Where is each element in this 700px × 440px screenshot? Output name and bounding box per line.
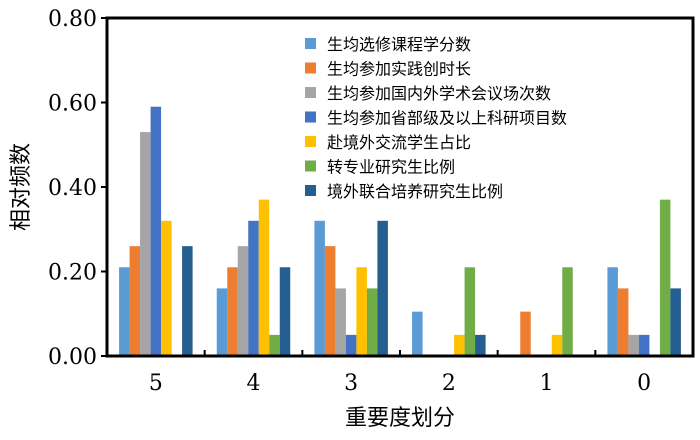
x-tick-label: 0 xyxy=(637,371,651,396)
legend-label: 境外联合培养研究生比例 xyxy=(327,182,503,201)
bar-3-series-6 xyxy=(366,288,378,356)
x-tick-label: 2 xyxy=(442,371,456,396)
bar-4-series-7 xyxy=(279,267,291,356)
legend-label: 赴境外交流学生占比 xyxy=(327,133,471,152)
bar-4-series-3 xyxy=(237,246,249,356)
bar-0-series-2 xyxy=(617,288,629,356)
x-tick-label: 3 xyxy=(344,371,358,396)
bar-5-series-5 xyxy=(161,220,172,356)
bar-3-series-7 xyxy=(377,220,388,356)
bar-1-series-2 xyxy=(520,311,531,356)
bar-3-series-4 xyxy=(345,334,357,356)
legend-label: 生均参加实践创时长 xyxy=(327,60,471,79)
x-tick-label: 5 xyxy=(149,371,163,396)
x-tick-label: 4 xyxy=(247,371,261,396)
y-tick-label: 0.20 xyxy=(48,261,97,286)
legend: 生均选修课程学分数生均参加实践创时长生均参加国内外学术会议场次数生均参加省部级及… xyxy=(305,35,567,201)
bar-2-series-6 xyxy=(464,267,476,356)
y-tick-label: 0.80 xyxy=(48,7,97,32)
bar-1-series-5 xyxy=(551,334,563,356)
bar-4-series-2 xyxy=(227,267,238,356)
bar-3-series-5 xyxy=(356,267,367,356)
bar-4-series-6 xyxy=(269,334,280,356)
bar-4-series-5 xyxy=(258,199,270,356)
bar-0-series-7 xyxy=(670,288,681,356)
bar-0-series-4 xyxy=(638,334,650,356)
y-tick-label: 0.40 xyxy=(48,176,97,201)
bar-4-series-1 xyxy=(216,288,228,356)
legend-swatch xyxy=(305,136,316,147)
bar-0-series-1 xyxy=(607,267,618,356)
legend-label: 转专业研究生比例 xyxy=(327,158,455,177)
bar-2-series-1 xyxy=(412,311,423,356)
bar-2-series-5 xyxy=(454,334,465,356)
bar-5-series-3 xyxy=(140,132,151,356)
legend-swatch xyxy=(305,111,316,123)
y-tick-label: 0.00 xyxy=(48,345,97,370)
legend-label: 生均选修课程学分数 xyxy=(327,35,471,54)
y-axis: 0.00 0.20 0.40 0.60 0.80 xyxy=(48,7,107,370)
bar-3-series-1 xyxy=(314,220,325,356)
bars-layer xyxy=(119,106,681,356)
y-axis-title: 相对频数 xyxy=(9,143,34,231)
bar-4-series-4 xyxy=(248,220,259,356)
legend-swatch xyxy=(305,62,316,74)
legend-label: 生均参加省部级及以上科研项目数 xyxy=(327,109,567,128)
bar-1-series-6 xyxy=(562,267,573,356)
x-tick-label: 1 xyxy=(540,371,554,396)
legend-swatch xyxy=(305,185,316,196)
bar-3-series-3 xyxy=(335,288,346,356)
legend-swatch xyxy=(305,87,316,98)
bar-5-series-7 xyxy=(182,246,193,356)
bar-3-series-2 xyxy=(324,246,336,356)
x-axis: 5 4 3 2 1 0 xyxy=(149,350,651,396)
bar-2-series-7 xyxy=(475,334,486,356)
legend-swatch xyxy=(305,38,316,49)
bar-5-series-1 xyxy=(119,267,130,356)
bar-5-series-4 xyxy=(150,106,162,356)
legend-swatch xyxy=(305,160,316,172)
bar-5-series-2 xyxy=(129,246,141,356)
y-tick-label: 0.60 xyxy=(48,92,97,117)
legend-label: 生均参加国内外学术会议场次数 xyxy=(327,84,551,103)
bar-0-series-3 xyxy=(628,334,639,356)
bar-0-series-6 xyxy=(659,199,671,356)
x-axis-title: 重要度划分 xyxy=(345,406,455,431)
